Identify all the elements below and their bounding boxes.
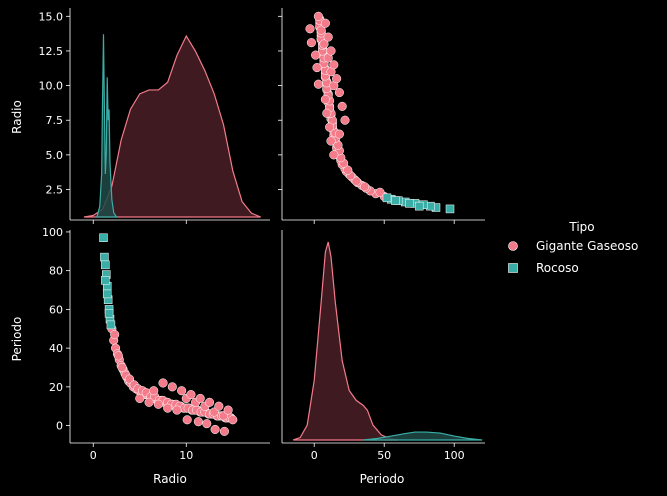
scatter-point-gigante-gaseoso [316, 25, 326, 35]
legend-title: Tipo [568, 220, 594, 234]
y-tick-label: 10.0 [39, 80, 64, 93]
x-axis-label-radio: Radio [153, 472, 187, 486]
scatter-point-gigante-gaseoso [312, 63, 322, 73]
scatter-point-gigante-gaseoso [195, 393, 205, 404]
scatter-point-gigante-gaseoso [163, 403, 173, 413]
x-tick-label: 0 [311, 449, 318, 462]
scatter-point-gigante-gaseoso [135, 393, 145, 404]
panel-periodo-kde: 0 50 100 [281, 230, 485, 462]
scatter-point-gigante-gaseoso [214, 401, 224, 411]
y-tick-label: 7.5 [46, 114, 64, 127]
scatter-point-gigante-gaseoso [313, 79, 323, 89]
scatter-point-gigante-gaseoso [177, 386, 187, 396]
scatter-point-rocoso [102, 289, 112, 299]
scatter-point-gigante-gaseoso [210, 424, 220, 434]
scatter-point-gigante-gaseoso [329, 60, 339, 70]
scatter-point-rocoso [414, 201, 424, 211]
kde-area-rocoso [96, 34, 118, 218]
scatter-point-rocoso [445, 204, 455, 214]
scatter-point-rocoso [382, 193, 392, 203]
scatter-point-rocoso [99, 233, 108, 242]
legend-marker-rocoso [508, 263, 518, 273]
scatter-point-gigante-gaseoso [329, 150, 339, 160]
kde-area-rocoso [363, 431, 483, 441]
scatter-point-gigante-gaseoso [149, 386, 159, 396]
scatter-point-gigante-gaseoso [117, 362, 127, 373]
y-tick-label: 15.0 [39, 10, 64, 23]
y-tick-label: 2.5 [46, 184, 64, 197]
panel-radio-kde: 2.5 5.0 7.5 10.0 12.5 15.0 [39, 8, 270, 224]
scatter-point-gigante-gaseoso [326, 46, 336, 56]
scatter-point-gigante-gaseoso [202, 419, 212, 429]
scatter-point-gigante-gaseoso [167, 382, 177, 392]
legend-label-gigante-gaseoso: Gigante Gaseoso [536, 239, 638, 253]
scatter-point-gigante-gaseoso [228, 415, 238, 425]
scatter-point-rocoso [405, 199, 414, 208]
x-tick-label: 100 [444, 449, 465, 462]
scatter-point-gigante-gaseoso [172, 405, 182, 415]
scatter-point-gigante-gaseoso [110, 330, 120, 340]
kde-area-gigante-gaseoso [292, 241, 399, 441]
y-tick-label: 80 [49, 265, 63, 278]
scatter-point-gigante-gaseoso [334, 129, 344, 139]
scatter-point-gigante-gaseoso [113, 351, 123, 361]
scatter-point-gigante-gaseoso [319, 39, 329, 49]
scatter-point-gigante-gaseoso [334, 87, 344, 98]
x-tick-label: 10 [179, 449, 193, 462]
scatter-point-gigante-gaseoso [360, 182, 370, 192]
scatter-point-gigante-gaseoso [343, 165, 353, 175]
x-tick-label: 0 [90, 449, 97, 462]
y-tick-label: 20 [49, 381, 63, 394]
y-tick-label: 0 [56, 420, 63, 433]
kde-area-gigante-gaseoso [83, 34, 261, 218]
scatter-point-gigante-gaseoso [326, 136, 336, 146]
y-axis-label-periodo: Periodo [10, 317, 24, 362]
scatter-point-rocoso [101, 260, 110, 270]
scatter-point-gigante-gaseoso [193, 417, 203, 427]
scatter-point-gigante-gaseoso [223, 405, 233, 415]
scatter-point-gigante-gaseoso [375, 187, 385, 197]
scatter-point-gigante-gaseoso [320, 18, 330, 28]
scatter-point-gigante-gaseoso [322, 108, 332, 118]
legend: Tipo Gigante Gaseoso Rocoso [508, 220, 638, 275]
scatter-point-gigante-gaseoso [306, 38, 316, 48]
scatter-point-gigante-gaseoso [186, 390, 196, 400]
y-tick-label: 60 [49, 303, 63, 316]
scatter-point-gigante-gaseoso [204, 397, 215, 407]
panel-radio-vs-periodo [278, 8, 485, 224]
scatter-point-gigante-gaseoso [153, 399, 163, 409]
scatter-point-gigante-gaseoso [144, 397, 154, 407]
scatter-point-rocoso [100, 252, 109, 262]
scatter-point-gigante-gaseoso [320, 94, 330, 105]
y-tick-label: 5.0 [46, 149, 64, 162]
scatter-point-rocoso [106, 320, 116, 330]
legend-marker-gigante-gaseoso [508, 241, 518, 251]
y-tick-label: 40 [49, 342, 63, 355]
y-tick-label: 12.5 [39, 45, 64, 58]
x-tick-label: 50 [377, 449, 391, 462]
scatter-point-gigante-gaseoso [325, 122, 335, 132]
y-axis-label-radio: Radio [10, 100, 24, 134]
scatter-point-gigante-gaseoso [351, 176, 361, 186]
scatter-point-rocoso [104, 309, 114, 318]
scatter-point-gigante-gaseoso [313, 11, 323, 21]
scatter-point-gigante-gaseoso [219, 426, 229, 436]
scatter-point-gigante-gaseoso [158, 378, 168, 388]
legend-label-rocoso: Rocoso [536, 261, 579, 275]
scatter-point-gigante-gaseoso [182, 415, 192, 425]
scatter-point-rocoso [391, 196, 400, 205]
scatter-point-gigante-gaseoso [332, 74, 342, 84]
scatter-point-gigante-gaseoso [311, 50, 321, 60]
scatter-point-gigante-gaseoso [340, 115, 350, 125]
y-tick-label: 100 [42, 226, 63, 239]
scatter-point-rocoso [101, 276, 110, 285]
x-axis-label-periodo: Periodo [360, 472, 405, 486]
scatter-point-gigante-gaseoso [305, 24, 315, 34]
scatter-point-gigante-gaseoso [323, 32, 333, 42]
scatter-point-gigante-gaseoso [337, 101, 347, 111]
